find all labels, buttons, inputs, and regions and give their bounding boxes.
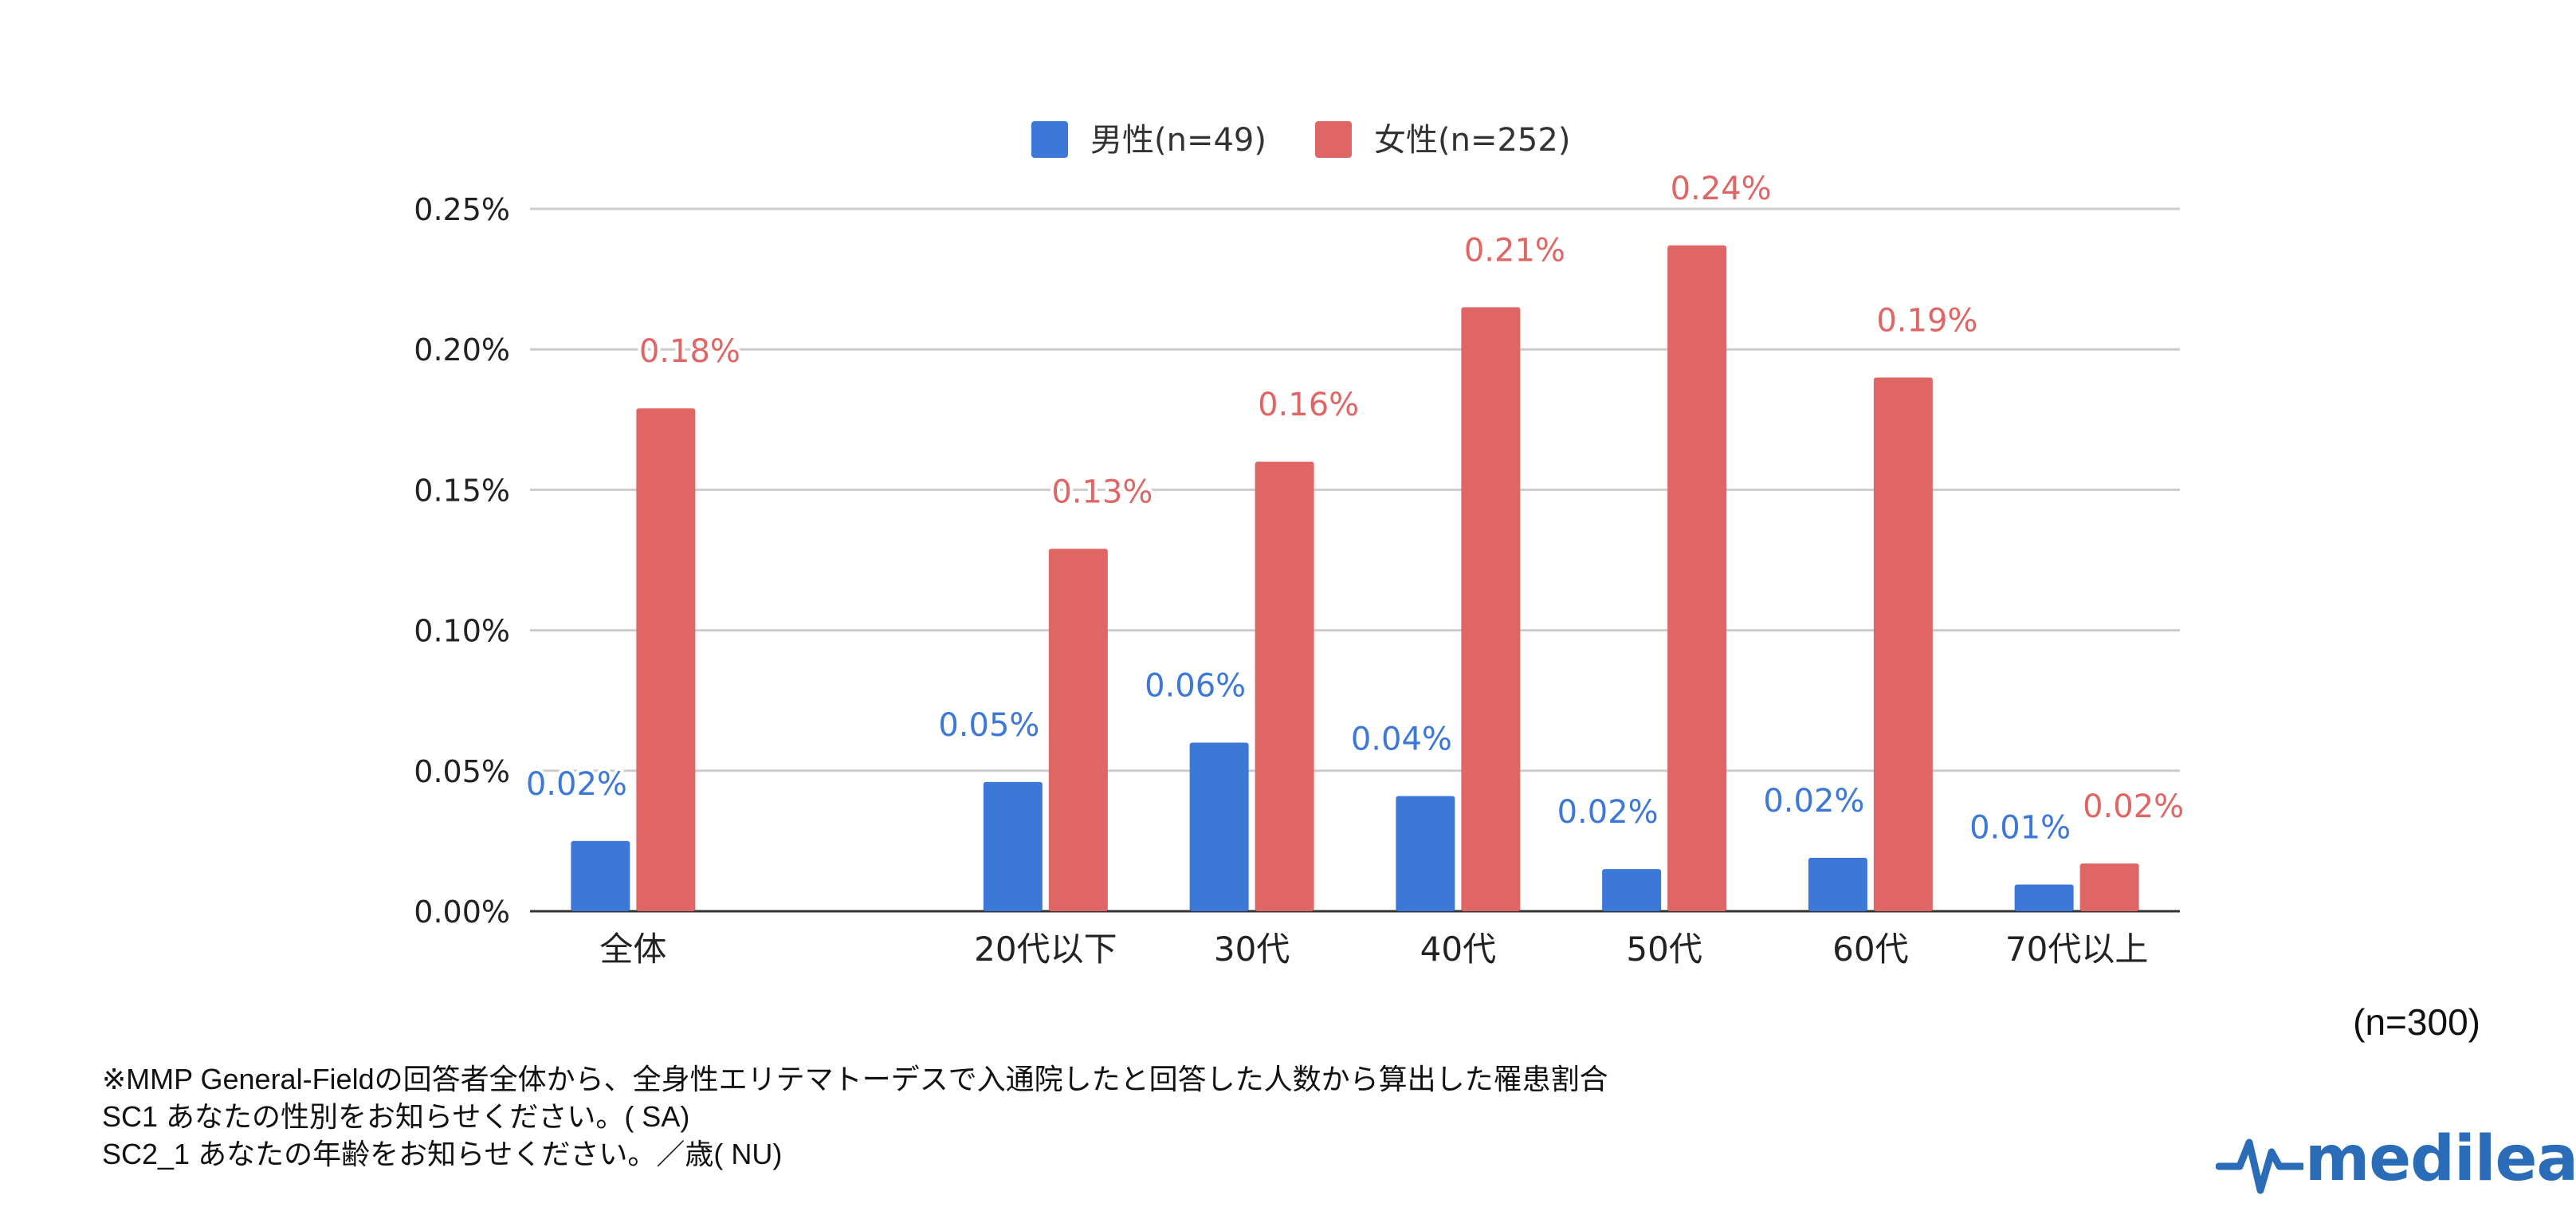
bar (1808, 858, 1867, 911)
data-label: 0.06% (1145, 668, 1246, 705)
logo-wordmark: medilead (2305, 1123, 2576, 1195)
data-label: 0.02% (1763, 783, 1864, 820)
footnote-line: ※MMP General-Fieldの回答者全体から、全身性エリテマトーデスで入… (102, 1063, 1608, 1095)
data-label: 0.02% (1557, 794, 1659, 831)
bar (571, 840, 630, 911)
bar (1667, 245, 1727, 911)
y-tick-label: 0.00% (414, 894, 510, 930)
footnote-line: SC1 あなたの性別をお知らせください。( SA) (102, 1100, 690, 1133)
logo-pulse-icon (2216, 1138, 2303, 1194)
x-category-label: 20代以下 (974, 930, 1117, 969)
bar (1461, 307, 1521, 912)
y-tick-label: 0.10% (414, 614, 510, 649)
y-tick-label: 0.25% (414, 192, 510, 227)
bar (2014, 884, 2074, 911)
data-label: 0.04% (1351, 721, 1452, 758)
y-axis-ticks: 0.00% 0.05% 0.10% 0.15% 0.20% 0.25% (414, 192, 510, 930)
bar (1048, 548, 1108, 911)
bar (1602, 869, 1662, 911)
bar-chart: 0.00% 0.05% 0.10% 0.15% 0.20% 0.25% 0.02% 0.18… (414, 121, 2187, 969)
data-label: 0.02% (2083, 788, 2184, 825)
data-labels: 0.02% 0.18% 0.05% 0.13% 0.06% 0.16% 0.04% 0.21%… (523, 167, 2187, 850)
bar (1873, 377, 1933, 911)
x-category-label: 全体 (599, 930, 666, 969)
legend-label: 男性(n=49) (1090, 122, 1266, 159)
data-label: 0.19% (1876, 302, 1977, 339)
bar (1255, 462, 1314, 911)
legend-label: 女性(n=252) (1374, 122, 1570, 159)
bar (1189, 742, 1249, 911)
data-label: 0.18% (639, 333, 740, 370)
x-category-label: 50代 (1626, 930, 1702, 969)
bar (983, 781, 1043, 911)
footnote-line: SC2_1 あなたの年齢をお知らせください。／歳( NU) (102, 1138, 783, 1170)
bars (571, 245, 2139, 912)
y-tick-label: 0.15% (414, 473, 510, 508)
sample-size-note: (n=300) (2353, 1001, 2480, 1043)
y-tick-label: 0.05% (414, 754, 510, 789)
data-label: 0.16% (1258, 387, 1359, 423)
data-label: 0.21% (1464, 232, 1565, 269)
x-category-label: 70代以上 (2005, 930, 2148, 969)
legend-swatch (1031, 121, 1068, 158)
x-category-label: 40代 (1420, 930, 1496, 969)
bar (1396, 796, 1455, 911)
data-label: 0.13% (1051, 474, 1153, 510)
x-category-label: 60代 (1832, 930, 1908, 969)
data-label: 0.01% (1969, 810, 2071, 847)
data-label: 0.02% (526, 766, 627, 803)
y-tick-label: 0.20% (414, 332, 510, 368)
legend: 男性(n=49) 女性(n=252) (1031, 121, 1570, 159)
data-label: 0.24% (1671, 171, 1772, 207)
x-category-label: 30代 (1214, 930, 1290, 969)
data-label: 0.05% (938, 707, 1039, 744)
footnotes: ※MMP General-Fieldの回答者全体から、全身性エリテマトーデスで入… (102, 1060, 1608, 1173)
bar (636, 408, 696, 911)
bar (2079, 863, 2139, 911)
legend-swatch (1315, 121, 1352, 158)
medilead-logo: medilead (2216, 1120, 2576, 1208)
x-axis-labels: 全体 20代以下 30代 40代 50代 60代 70代以上 (599, 930, 2148, 969)
